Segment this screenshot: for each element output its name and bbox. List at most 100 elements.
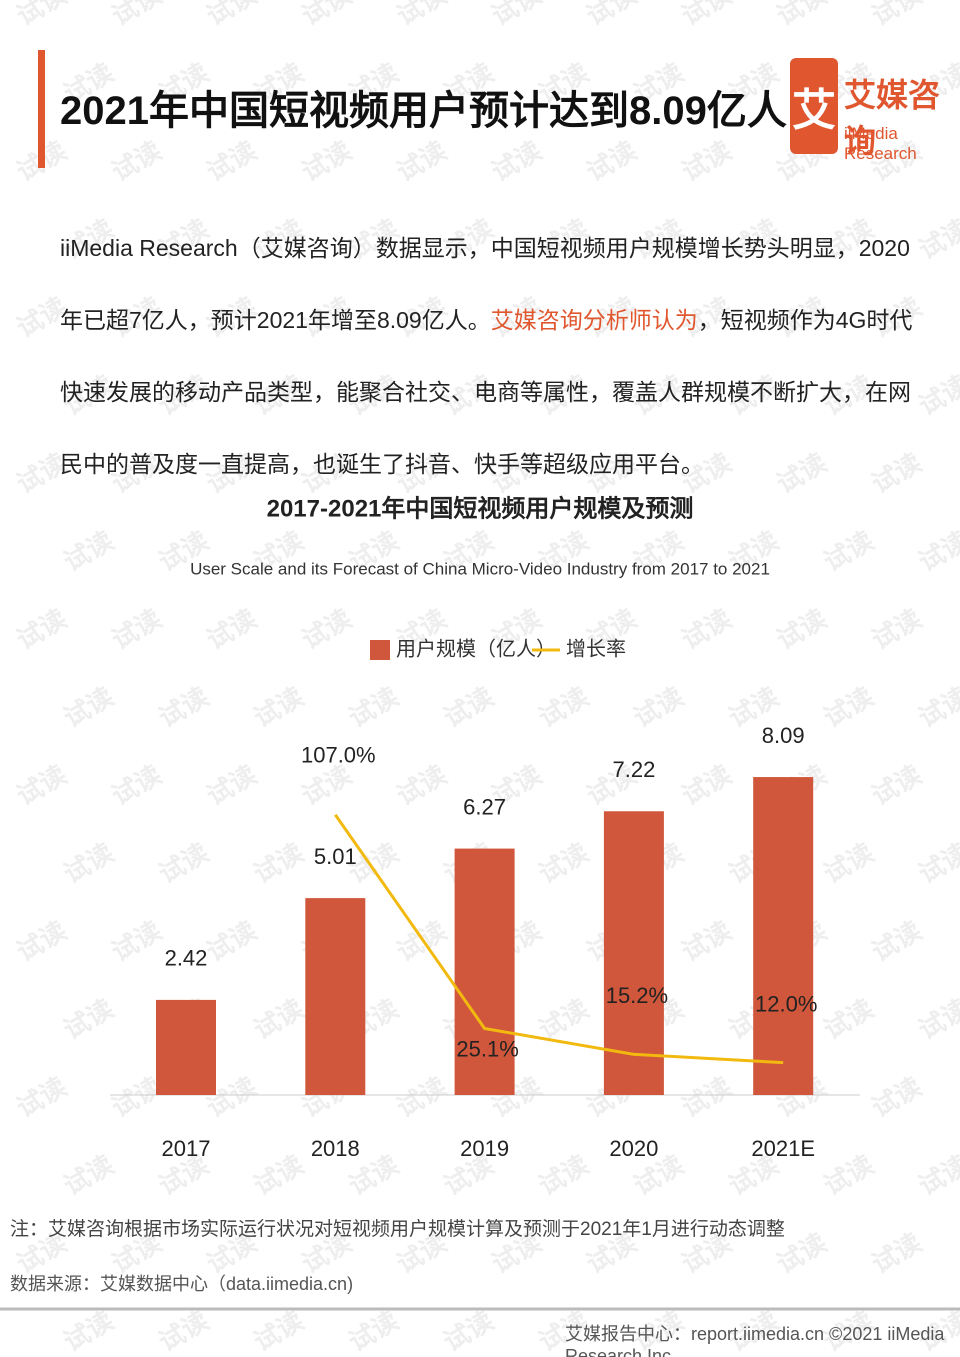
logo-mark: 艾 [790, 58, 838, 154]
watermark: 试读 [533, 837, 593, 889]
x-tick-label: 2017 [162, 1136, 211, 1161]
line-value-label: 15.2% [606, 983, 668, 1008]
watermark: 试读 [58, 837, 118, 889]
watermark: 试读 [296, 0, 356, 31]
watermark: 试读 [343, 681, 403, 733]
watermark: 试读 [201, 759, 261, 811]
watermark: 试读 [391, 135, 451, 187]
watermark: 试读 [11, 759, 71, 811]
watermark: 试读 [153, 837, 213, 889]
watermark: 试读 [818, 525, 878, 577]
chart-subtitle: User Scale and its Forecast of China Mic… [190, 559, 770, 578]
watermark: 试读 [296, 135, 356, 187]
watermark: 试读 [913, 993, 960, 1045]
watermark: 试读 [58, 525, 118, 577]
intro-text: ，短视频作为4G时代快速发展的移动产品类型，能聚合社交、电商等属性，覆盖人群规模… [60, 307, 913, 477]
watermark: 试读 [391, 915, 451, 967]
watermark: 试读 [676, 0, 736, 31]
bar [454, 848, 515, 1095]
watermark: 试读 [676, 135, 736, 187]
footer: 艾媒报告中心：report.iimedia.cn ©2021 iiMedia R… [565, 1324, 945, 1357]
growth-line [334, 813, 784, 1065]
bar [603, 811, 664, 1095]
bar [305, 898, 366, 1095]
watermark: 试读 [818, 993, 878, 1045]
watermark: 试读 [438, 681, 498, 733]
x-tick-label: 2018 [311, 1136, 360, 1161]
watermark: 试读 [771, 603, 831, 655]
legend-label: 增长率 [566, 637, 626, 660]
watermark: 试读 [913, 837, 960, 889]
watermark: 试读 [11, 603, 71, 655]
watermark: 试读 [11, 1071, 71, 1123]
watermark: 试读 [201, 603, 261, 655]
watermark: 试读 [58, 681, 118, 733]
watermark: 试读 [248, 681, 308, 733]
watermark: 试读 [866, 0, 926, 31]
watermark: 试读 [486, 135, 546, 187]
watermark: 试读 [391, 759, 451, 811]
line-value-label: 107.0% [301, 743, 376, 768]
watermark: 试读 [248, 1305, 308, 1357]
legend-swatch [370, 640, 390, 660]
watermark: 试读 [106, 915, 166, 967]
watermark: 试读 [771, 0, 831, 31]
watermark: 试读 [866, 603, 926, 655]
legend-label: 用户规模（亿人） [396, 637, 556, 660]
watermark: 试读 [818, 681, 878, 733]
watermark: 试读 [913, 525, 960, 577]
bar-value-label: 5.01 [314, 844, 357, 869]
bar [156, 999, 216, 1095]
watermark: 试读 [58, 993, 118, 1045]
watermark: 试读 [866, 759, 926, 811]
watermark: 试读 [676, 1071, 736, 1123]
intro: iiMedia Research（艾媒咨询）数据显示，中国短视频用户规模增长势头… [60, 212, 930, 500]
watermark: 试读 [438, 1305, 498, 1357]
watermark: 试读 [486, 0, 546, 31]
watermark: 试读 [248, 837, 308, 889]
watermark: 试读 [11, 915, 71, 967]
bar [753, 777, 814, 1095]
watermark: 试读 [248, 1149, 308, 1201]
watermark: 试读 [153, 681, 213, 733]
watermark: 试读 [533, 681, 593, 733]
intro-text: iiMedia Research（艾媒咨询）数据显示，中国短视频用户规模增长势头… [60, 235, 910, 333]
source: 数据来源：艾媒数据中心（data.iimedia.cn) [10, 1274, 354, 1294]
watermark: 试读 [58, 1305, 118, 1357]
chart-title: 2017-2021年中国短视频用户规模及预测 [267, 494, 694, 522]
watermark: 试读 [628, 681, 688, 733]
watermark: 试读 [866, 1227, 926, 1279]
watermark: 试读 [106, 603, 166, 655]
watermark: 试读 [533, 1149, 593, 1201]
watermark: 试读 [201, 0, 261, 31]
logo-name: 艾媒咨询 [844, 77, 941, 159]
title-bar [38, 50, 45, 168]
watermark: 试读 [153, 1305, 213, 1357]
watermark: 试读 [676, 603, 736, 655]
watermark: 试读 [913, 681, 960, 733]
watermark: 试读 [201, 135, 261, 187]
watermark: 试读 [866, 915, 926, 967]
note: 注：艾媒咨询根据市场实际运行状况对短视频用户规模计算及预测于2021年1月进行动… [10, 1219, 785, 1240]
page-title: 2021年中国短视频用户预计达到8.09亿人 [60, 89, 787, 133]
x-tick-label: 2020 [609, 1136, 658, 1161]
watermark: 试读 [106, 759, 166, 811]
watermark: 试读 [391, 0, 451, 31]
bar-value-label: 2.42 [165, 946, 208, 971]
watermark: 试读 [106, 135, 166, 187]
line-value-label: 25.1% [456, 1036, 518, 1061]
bar-value-label: 8.09 [762, 723, 805, 748]
watermark: 试读 [296, 603, 356, 655]
watermark: 试读 [248, 993, 308, 1045]
x-tick-label: 2019 [460, 1136, 509, 1161]
watermark: 试读 [866, 1071, 926, 1123]
watermark: 试读 [676, 915, 736, 967]
logo-en: iiMedia Research [844, 124, 917, 163]
intro-highlight: 艾媒咨询分析师认为 [490, 307, 698, 333]
watermark: 试读 [11, 0, 71, 31]
x-tick-label: 2021E [751, 1136, 815, 1161]
watermark: 试读 [343, 1305, 403, 1357]
watermark: 试读 [58, 1149, 118, 1201]
